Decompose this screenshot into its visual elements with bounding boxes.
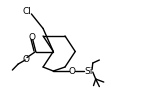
Text: O: O [22, 55, 29, 64]
Text: Cl: Cl [23, 7, 31, 16]
Text: O: O [28, 33, 35, 42]
Text: Si: Si [84, 67, 93, 75]
Text: O: O [69, 67, 76, 75]
